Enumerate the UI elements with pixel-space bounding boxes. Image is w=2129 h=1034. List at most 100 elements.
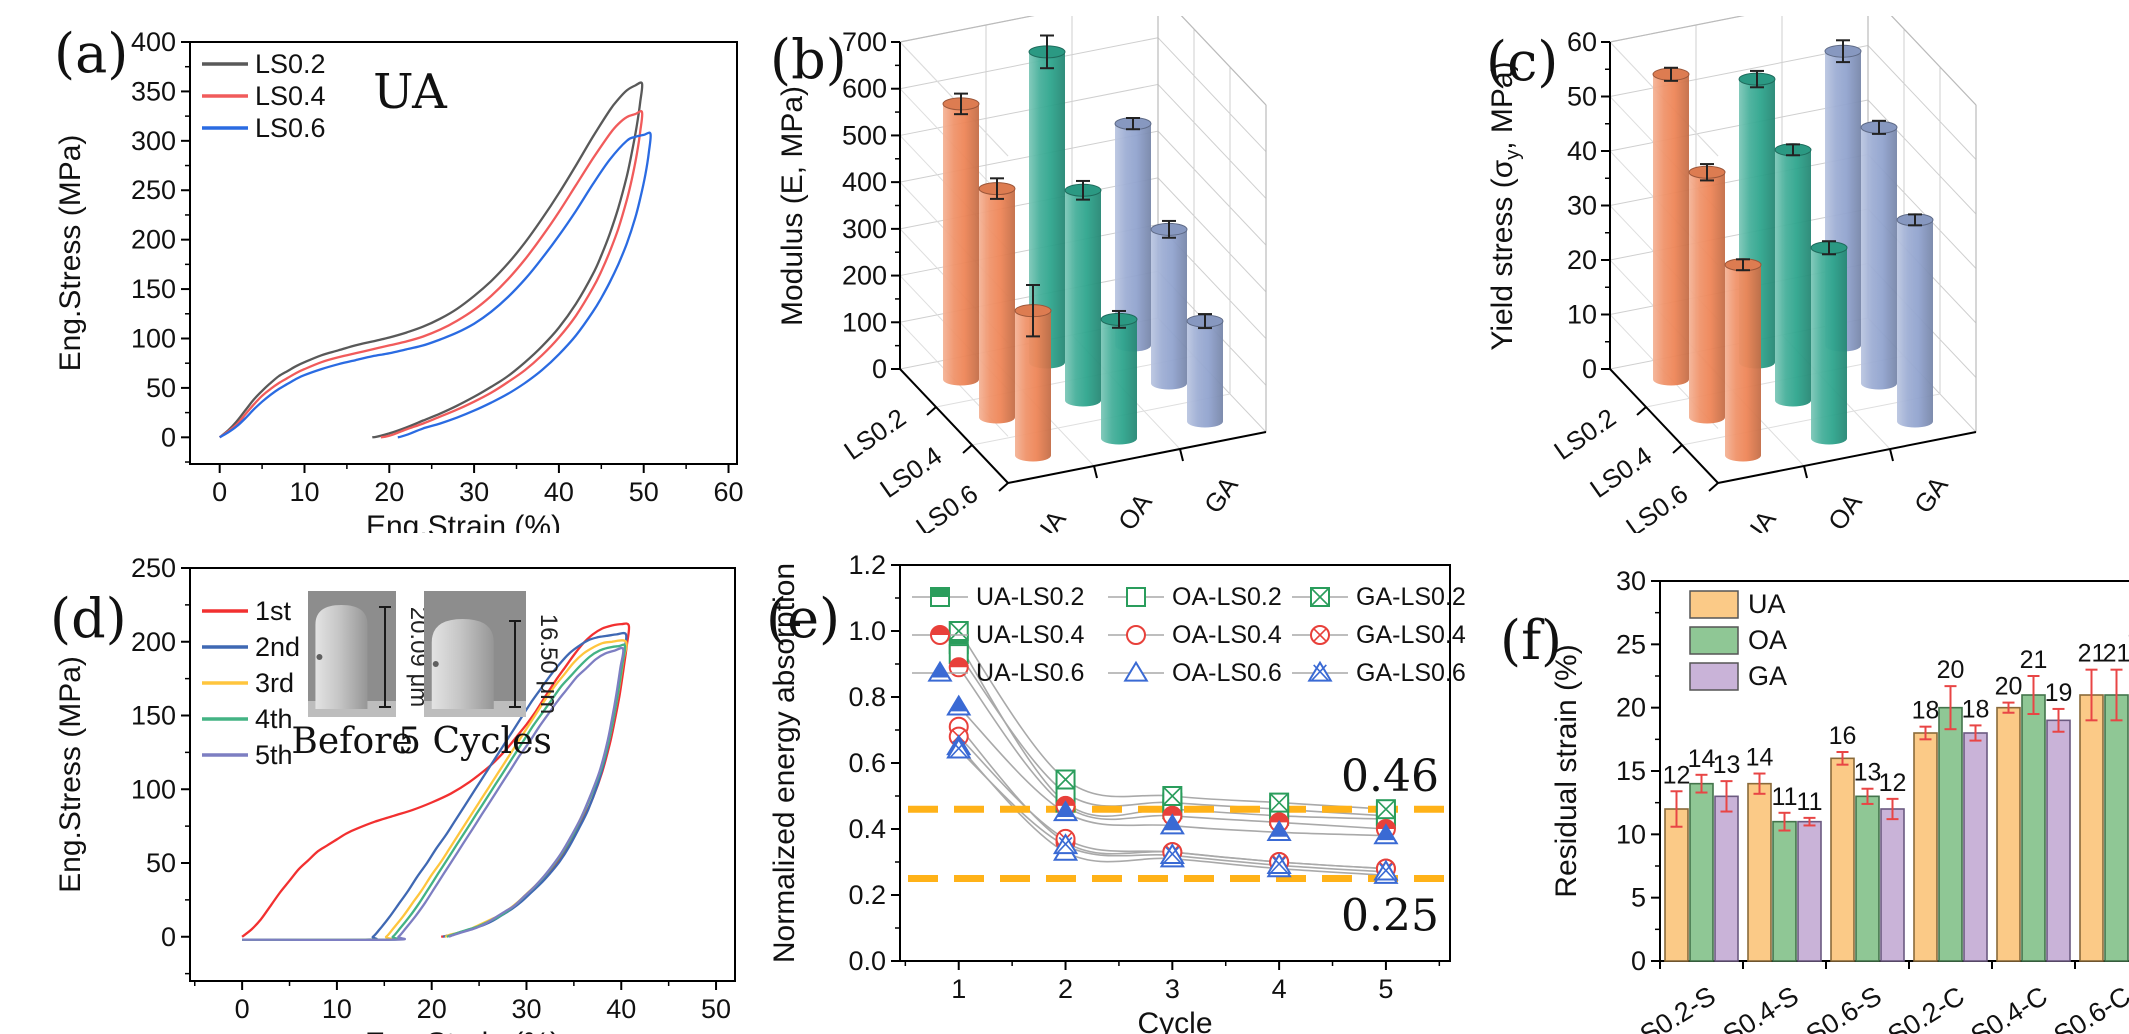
svg-text:16: 16 [1829, 722, 1857, 750]
svg-text:11: 11 [1772, 783, 1798, 811]
svg-text:(a): (a) [54, 22, 128, 85]
category-ticks: LS0.2-SLS0.4-SLS0.6-SLS0.2-CLS0.4-CLS0.6… [1622, 961, 2129, 1034]
svg-text:50: 50 [1567, 82, 1597, 112]
svg-text:1st: 1st [255, 596, 292, 626]
chart-e-svg: 1 2 3 4 5 0.0 0.2 0.4 0.6 0.8 1.0 1.2 Cycle Normalize… [766, 550, 1466, 1034]
svg-text:20: 20 [374, 477, 404, 507]
svg-text:Eng.Stress (MPa): Eng.Stress (MPa) [54, 135, 87, 372]
svg-text:Modulus (E, MPa): Modulus (E, MPa) [776, 86, 809, 326]
svg-text:14: 14 [1688, 745, 1716, 773]
svg-text:(f): (f) [1500, 609, 1562, 672]
bar-UA-LS0.2-S [1664, 808, 1689, 962]
svg-text:100: 100 [131, 323, 176, 353]
svg-text:20: 20 [1995, 673, 2023, 701]
bar-UA [943, 103, 979, 386]
svg-text:0: 0 [1631, 946, 1646, 976]
svg-text:(e): (e) [766, 587, 840, 650]
svg-text:400: 400 [131, 27, 176, 57]
svg-text:3rd: 3rd [255, 668, 294, 698]
svg-text:0.2: 0.2 [848, 880, 886, 910]
bar-UA-LS0.4-S [1747, 782, 1772, 962]
bar-GA [1115, 123, 1151, 352]
svg-text:0.46: 0.46 [1341, 751, 1439, 802]
svg-text:300: 300 [131, 126, 176, 156]
bar-OA [1101, 319, 1137, 445]
svg-text:LS0.4: LS0.4 [874, 440, 947, 504]
svg-text:0.25: 0.25 [1341, 891, 1439, 942]
svg-text:150: 150 [131, 701, 176, 731]
svg-text:LS0.6: LS0.6 [1620, 478, 1693, 533]
svg-text:UA: UA [1737, 504, 1783, 533]
svg-text:LS0.4-S: LS0.4-S [1705, 981, 1804, 1034]
series-2nd [242, 631, 628, 942]
svg-text:GA: GA [1748, 661, 1787, 691]
svg-text:Before: Before [291, 721, 412, 762]
svg-text:UA-LS0.4: UA-LS0.4 [976, 621, 1084, 649]
axes: 0 10 20 30 40 50 0 50 100 150 200 250 Eng.Strain (%)… [54, 553, 736, 1034]
svg-text:3: 3 [1165, 974, 1180, 1004]
value-axis: 0 100 200 300 400 500 600 700 Modulus (E, MPa) [776, 27, 900, 384]
bar-GA-LS0.4-S [1797, 820, 1822, 962]
svg-text:16.50 μm: 16.50 μm [535, 614, 562, 715]
bar-UA-LS0.6-C [2079, 694, 2104, 962]
svg-text:5th: 5th [255, 740, 293, 770]
svg-text:0: 0 [1582, 354, 1597, 384]
bar-GA [1897, 219, 1933, 428]
bar-UA-LS0.4-C [1996, 706, 2021, 962]
bar-UA [1689, 172, 1725, 424]
bar-UA-LS0.2-C [1913, 732, 1938, 962]
legend: UA-LS0.2 OA-LS0.2 GA-LS0.2 UA-LS0.4 OA-LS0.4… [912, 583, 1466, 687]
svg-text:(c): (c) [1486, 30, 1558, 93]
svg-text:30: 30 [459, 477, 489, 507]
svg-text:LS0.4: LS0.4 [1584, 440, 1657, 504]
svg-text:40: 40 [606, 994, 636, 1024]
panel-c-yield-stress-3d-chart: 0 10 20 30 40 50 60 Yield stress (σy, MPa) LS0.2… [1460, 16, 2129, 533]
panel-f-residual-strain-chart: 0 5 10 15 20 25 30 Residual strain (%) LS0.2-S LS… [1470, 533, 2129, 1034]
bar-OA-LS0.4-C [2021, 694, 2046, 962]
value-axis: 0 10 20 30 40 50 60 Yield stress (σy, MPa) [1486, 27, 1610, 384]
svg-text:200: 200 [131, 627, 176, 657]
bar-OA-LS0.6-S [1855, 795, 1880, 962]
svg-text:OA-LS0.4: OA-LS0.4 [1172, 621, 1282, 649]
axes: 1 2 3 4 5 0.0 0.2 0.4 0.6 0.8 1.0 1.2 Cycle Normalize… [768, 550, 1451, 1034]
svg-text:0: 0 [212, 477, 227, 507]
svg-text:18: 18 [1962, 695, 1990, 723]
svg-text:20: 20 [417, 994, 447, 1024]
bar-GA-LS0.2-C [1963, 732, 1988, 962]
series-5th [242, 646, 625, 942]
svg-text:20: 20 [1616, 693, 1646, 723]
bar-OA-LS0.2-C [1938, 706, 1963, 962]
svg-text:20: 20 [1567, 245, 1597, 275]
svg-text:OA-LS0.2: OA-LS0.2 [1172, 583, 1282, 611]
svg-text:Eng.Strain (%): Eng.Strain (%) [366, 510, 561, 533]
reference-lines: 0.46 0.25 [908, 751, 1444, 942]
svg-text:LS0.2: LS0.2 [1548, 402, 1621, 466]
series-markers [946, 621, 1399, 884]
legend: UA OA GA [1689, 589, 1787, 691]
series-LS0.2 [218, 81, 644, 439]
svg-text:UA-LS0.2: UA-LS0.2 [976, 583, 1084, 611]
svg-text:25: 25 [1616, 629, 1646, 659]
svg-text:21: 21 [2103, 640, 2129, 668]
svg-text:0: 0 [161, 922, 176, 952]
bar-OA [1811, 247, 1847, 445]
svg-text:10: 10 [289, 477, 319, 507]
svg-text:1.0: 1.0 [848, 616, 886, 646]
panel-a-stress-strain-chart: 0 10 20 30 40 50 60 0 50 100 150 200 250 300 350 400 Eng… [40, 16, 750, 533]
svg-text:OA-LS0.6: OA-LS0.6 [1172, 659, 1282, 687]
svg-text:LS0.2-C: LS0.2-C [1870, 981, 1970, 1034]
svg-text:UA: UA [1748, 589, 1786, 619]
svg-text:60: 60 [1567, 27, 1597, 57]
svg-text:5 Cycles: 5 Cycles [398, 721, 552, 762]
axes: 0 10 20 30 40 50 60 0 50 100 150 200 250 300 350 400 Eng… [54, 27, 744, 533]
svg-text:200: 200 [131, 225, 176, 255]
svg-text:0: 0 [161, 422, 176, 452]
panel-b-modulus-3d-chart: 0 100 200 300 400 500 600 700 Modulus (E, MPa) LS… [750, 16, 1460, 533]
bar-GA [1187, 321, 1223, 428]
svg-text:(d): (d) [50, 587, 127, 650]
chart-d-svg: 0 10 20 30 40 50 0 50 100 150 200 250 Eng.Strain (%)… [50, 553, 736, 1034]
svg-text:300: 300 [842, 214, 887, 244]
bar-UA [1725, 264, 1761, 462]
